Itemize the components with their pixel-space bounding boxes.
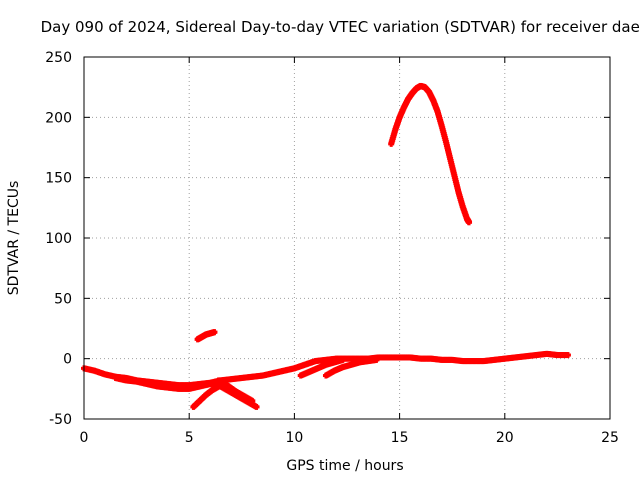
- series-short-segment-6h: [194, 329, 218, 343]
- y-tick-label: 200: [45, 110, 72, 126]
- x-axis-title: GPS time / hours: [286, 458, 403, 474]
- data-point: [466, 219, 473, 226]
- data-point: [249, 397, 256, 404]
- series-branch-10-12h: [297, 356, 346, 379]
- y-tick-label: 150: [45, 171, 72, 187]
- x-tick-label: 20: [496, 430, 514, 446]
- data-point: [253, 403, 260, 410]
- x-tick-label: 10: [285, 430, 303, 446]
- chart-title: Day 090 of 2024, Sidereal Day-to-day VTE…: [41, 18, 640, 36]
- y-tick-label: 0: [63, 352, 72, 368]
- data-point: [211, 329, 218, 336]
- x-tick-label: 5: [185, 430, 194, 446]
- series-descending-branch-2: [211, 379, 260, 410]
- x-tick-label: 25: [601, 430, 619, 446]
- series-branch-12-14h: [322, 356, 380, 379]
- series-descending-branch-3: [215, 377, 256, 404]
- y-tick-label: 250: [45, 50, 72, 66]
- data-points: [81, 82, 571, 410]
- y-tick-label: 50: [54, 291, 72, 307]
- y-axis-title: SDTVAR / TECUs: [6, 181, 22, 296]
- data-point: [373, 356, 380, 363]
- data-point: [564, 352, 571, 359]
- series-arc-15-18h: [388, 82, 473, 226]
- x-tick-label: 0: [80, 430, 89, 446]
- y-tick-label: -50: [49, 412, 72, 428]
- x-tick-label: 15: [391, 430, 409, 446]
- y-tick-label: 100: [45, 231, 72, 247]
- axis-ticks: 0 5 10 15 20 25 -50 0 50 100 150 200 250: [45, 50, 619, 446]
- data-point: [339, 356, 346, 363]
